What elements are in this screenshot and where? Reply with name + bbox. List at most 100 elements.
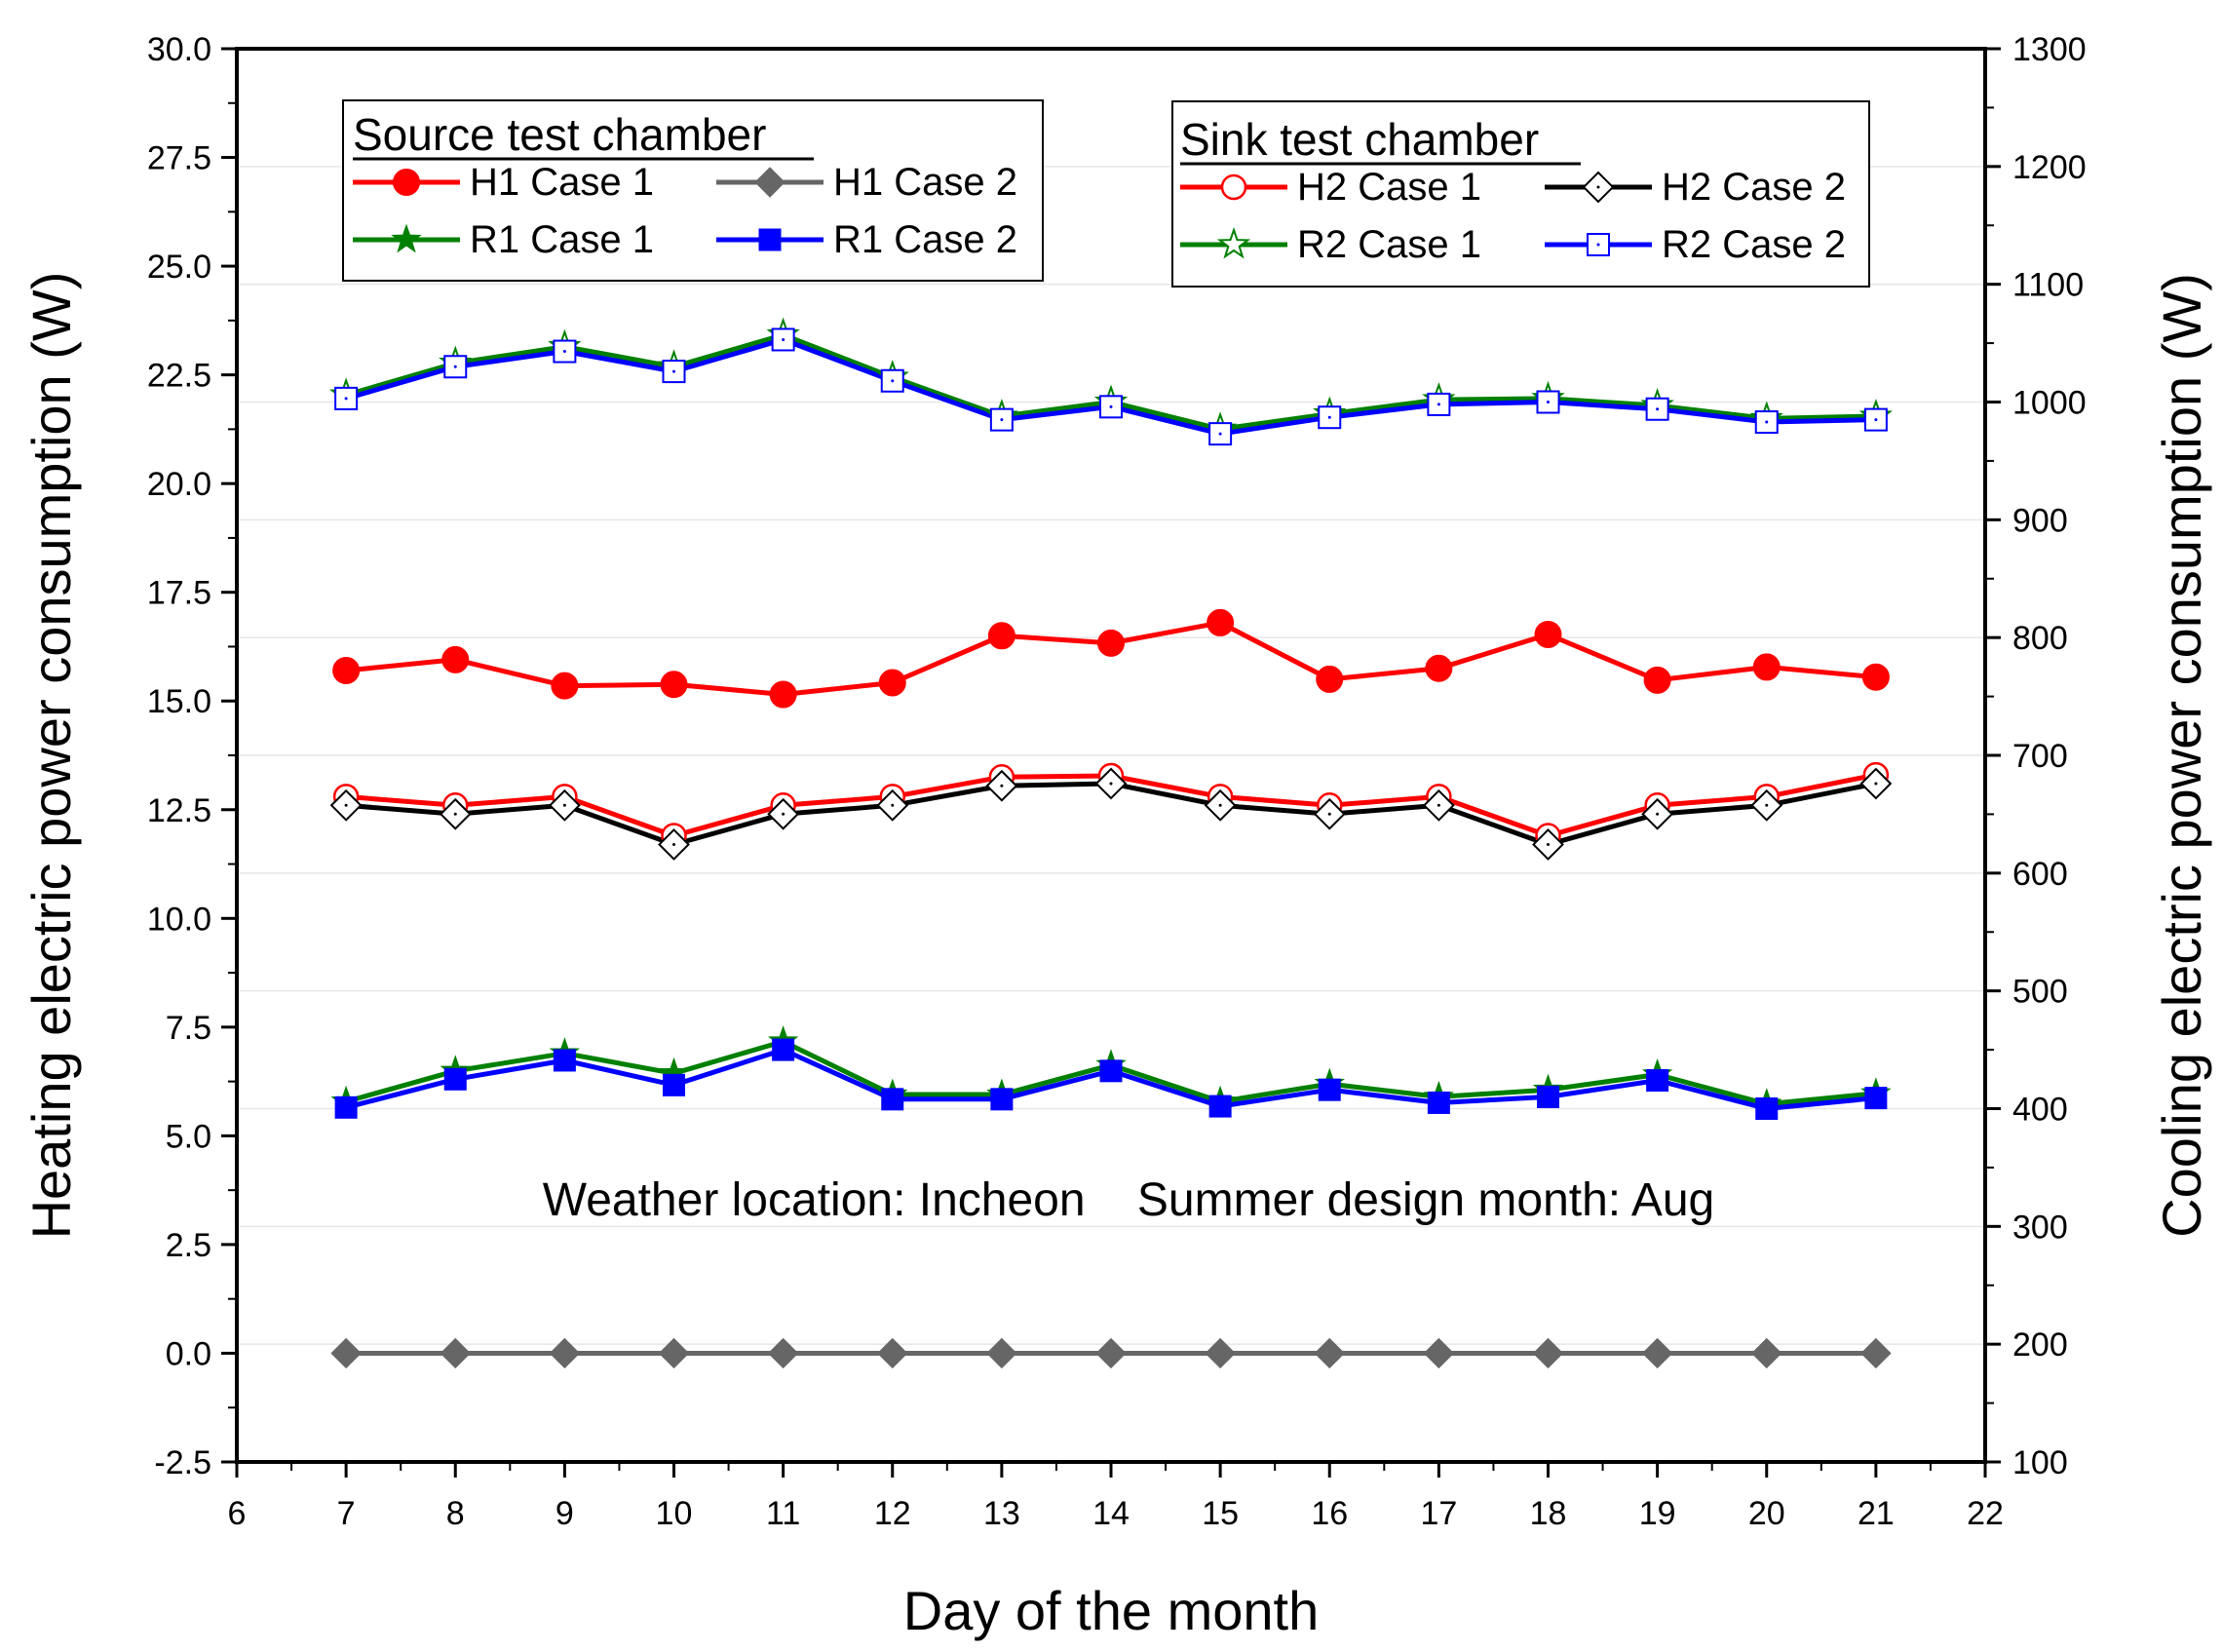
marker-dot	[1547, 842, 1550, 846]
y-tick-label: 17.5	[147, 575, 211, 612]
legend-label: H2 Case 2	[1662, 166, 1846, 209]
data-point-r2-case-2	[1754, 410, 1779, 435]
data-point-r1-case-2	[1318, 1078, 1341, 1101]
legend-label: R1 Case 1	[470, 218, 654, 261]
y2-tick-label: 1000	[2012, 385, 2087, 422]
data-point-h2-case-2	[985, 769, 1018, 802]
y2-tick-label: 1100	[2012, 267, 2084, 304]
data-point-r2-case-2	[989, 407, 1014, 432]
legend-item-r2-case-2: R2 Case 2	[1545, 223, 1846, 266]
marker-dot	[672, 842, 675, 846]
legend-swatch-marker	[758, 228, 782, 251]
legend-item-r1-case-2: R1 Case 2	[716, 218, 1017, 261]
legend-source-items: H1 Case 1 H1 Case 2 R1 Case 1 R1 Case 2	[353, 161, 1017, 261]
marker-dot	[1327, 812, 1331, 816]
marker-dot	[1765, 803, 1769, 807]
legend-label: R2 Case 1	[1297, 223, 1481, 266]
legend-swatch-marker	[1582, 171, 1615, 204]
data-point-h1-case-1	[660, 671, 688, 699]
y-tick-label: 20.0	[147, 466, 211, 503]
data-point-h1-case-1	[878, 669, 906, 697]
data-point-r2-case-2	[771, 327, 795, 352]
data-point-h1-case-1	[1207, 608, 1235, 636]
data-point-h1-case-1	[441, 645, 470, 673]
x-tick-label: 7	[337, 1495, 356, 1532]
data-point-r2-case-2	[1536, 390, 1560, 414]
x-tick-label: 17	[1420, 1495, 1457, 1532]
data-point-h1-case-2	[767, 1337, 799, 1369]
x-tick-label: 19	[1639, 1495, 1676, 1532]
legend-swatch-marker	[391, 223, 422, 253]
data-point-h2-case-2	[1859, 767, 1893, 800]
legend-item-h1-case-1: H1 Case 1	[353, 161, 654, 204]
data-point-h1-case-2	[440, 1337, 471, 1369]
y2-tick-label: 300	[2012, 1209, 2068, 1246]
x-tick-label: 18	[1530, 1495, 1567, 1532]
data-point-h1-case-1	[332, 657, 361, 684]
data-point-h2-case-2	[329, 788, 363, 822]
legend-item-r1-case-1: R1 Case 1	[353, 218, 654, 261]
marker-dot	[1000, 784, 1004, 788]
data-point-h1-case-2	[1860, 1337, 1892, 1369]
data-point-h1-case-1	[1097, 629, 1125, 657]
marker-dot	[1109, 404, 1113, 408]
y2-tick-label: 600	[2012, 856, 2068, 893]
data-point-h1-case-2	[1205, 1337, 1236, 1369]
y2-tick-label: 1300	[2012, 31, 2087, 68]
data-point-h1-case-1	[1534, 620, 1562, 648]
x-tick-label: 16	[1311, 1495, 1348, 1532]
data-point-h1-case-2	[1641, 1337, 1673, 1369]
data-point-r1-case-2	[1646, 1069, 1669, 1092]
data-point-r1-case-2	[443, 1067, 467, 1091]
x-tick-label: 11	[766, 1495, 800, 1532]
y2-tick-label: 500	[2012, 974, 2068, 1011]
marker-dot	[1596, 185, 1600, 189]
marker-dot	[1327, 415, 1331, 419]
data-point-h1-case-1	[1643, 666, 1671, 694]
data-point-r1-case-2	[663, 1073, 685, 1096]
marker-dot	[782, 337, 785, 341]
chart-annotation: Weather location: Incheon Summer design …	[543, 1174, 1714, 1226]
data-point-h1-case-2	[1751, 1337, 1782, 1369]
data-point-r1-case-2	[553, 1049, 576, 1072]
y-tick-label: 7.5	[166, 1010, 211, 1047]
axes: 6 7 8 9 10 11 12 13 14 15 16 17 18 19 20 21 22 -2.5 0.0 2.5…	[147, 31, 2087, 1532]
legend-sink-items: H2 Case 1 H2 Case 2 R2 Case 1 R2 Case 2	[1180, 166, 1846, 266]
legend-swatch-marker	[1587, 233, 1610, 256]
data-point-h1-case-1	[1316, 665, 1344, 693]
x-tick-label: 15	[1202, 1495, 1239, 1532]
y-tick-label: 30.0	[147, 31, 211, 68]
legend-label: R2 Case 2	[1662, 223, 1846, 266]
marker-dot	[562, 350, 566, 354]
marker-dot	[1218, 803, 1222, 807]
legend-label: H1 Case 1	[470, 161, 654, 204]
x-tick-label: 20	[1748, 1495, 1785, 1532]
legend-label: H1 Case 2	[833, 161, 1017, 204]
x-tick-label: 22	[1967, 1495, 2004, 1532]
data-point-h1-case-1	[1861, 663, 1890, 691]
data-point-h2-case-2	[767, 797, 800, 830]
data-point-h2-case-2	[548, 788, 581, 822]
legend-source-box	[342, 99, 1044, 282]
data-point-r1-case-2	[1755, 1097, 1779, 1120]
y-tick-label: 12.5	[147, 792, 211, 829]
data-point-h2-case-2	[1204, 788, 1237, 822]
data-point-r2-case-2	[1645, 397, 1669, 421]
legend-label: H2 Case 1	[1297, 166, 1481, 209]
marker-dot	[891, 379, 895, 383]
legend-sink-box	[1171, 100, 1870, 288]
y-tick-label: 15.0	[147, 683, 211, 720]
data-point-h1-case-2	[549, 1337, 581, 1369]
legend-swatch-marker	[754, 167, 785, 198]
legend-swatch-marker	[1220, 173, 1247, 201]
data-point-h1-case-2	[1532, 1337, 1564, 1369]
data-point-h1-case-2	[1314, 1337, 1345, 1369]
marker-dot	[1437, 803, 1440, 807]
marker-dot	[1000, 418, 1004, 422]
y-tick-label: -2.5	[154, 1444, 211, 1481]
marker-dot	[1109, 782, 1113, 786]
data-point-h2-case-2	[876, 788, 909, 822]
legend-item-h2-case-2: H2 Case 2	[1545, 166, 1846, 209]
data-point-r1-case-2	[334, 1095, 358, 1119]
